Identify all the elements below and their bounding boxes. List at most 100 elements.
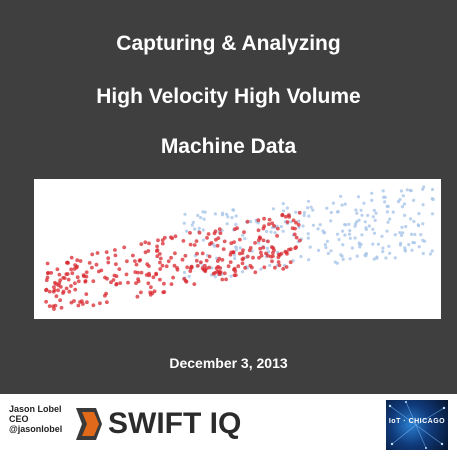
red-point bbox=[218, 270, 223, 274]
blue-point bbox=[388, 251, 392, 255]
red-point bbox=[231, 250, 236, 255]
blue-point bbox=[294, 210, 298, 214]
red-point bbox=[58, 278, 63, 283]
red-point bbox=[106, 256, 111, 261]
red-point bbox=[215, 269, 220, 274]
badge-network-graphic bbox=[388, 401, 446, 449]
red-point bbox=[232, 240, 237, 244]
red-point bbox=[158, 256, 163, 261]
blue-point bbox=[329, 210, 333, 215]
title-line-3: Machine Data bbox=[160, 135, 297, 158]
blue-point bbox=[339, 194, 343, 198]
red-point bbox=[262, 224, 267, 229]
red-point bbox=[47, 289, 52, 294]
blue-point bbox=[370, 191, 374, 195]
red-point bbox=[226, 264, 231, 269]
blue-point bbox=[385, 204, 389, 208]
red-point bbox=[126, 280, 130, 285]
red-point bbox=[236, 264, 241, 269]
blue-point bbox=[225, 212, 229, 216]
red-point bbox=[241, 256, 246, 261]
blue-point bbox=[393, 233, 397, 237]
blue-point bbox=[417, 245, 421, 249]
blue-point bbox=[329, 249, 333, 253]
red-point bbox=[170, 236, 175, 241]
blue-point bbox=[355, 254, 359, 258]
blue-point bbox=[331, 201, 335, 205]
blue-point bbox=[311, 223, 315, 227]
red-point bbox=[270, 245, 274, 249]
blue-point bbox=[234, 214, 238, 218]
red-point bbox=[69, 267, 73, 272]
blue-point bbox=[362, 201, 366, 205]
blue-point bbox=[183, 212, 187, 216]
red-point bbox=[247, 248, 252, 253]
red-point bbox=[261, 238, 266, 243]
blue-point bbox=[185, 229, 189, 233]
red-point bbox=[292, 232, 297, 237]
blue-point bbox=[325, 206, 329, 210]
red-point bbox=[266, 239, 270, 244]
blue-point bbox=[353, 224, 357, 228]
red-point bbox=[53, 280, 57, 285]
blue-point bbox=[383, 195, 387, 199]
red-point bbox=[160, 241, 165, 246]
red-point bbox=[199, 260, 203, 265]
red-point bbox=[204, 258, 209, 263]
red-point bbox=[271, 254, 275, 259]
red-point bbox=[220, 277, 225, 282]
red-point bbox=[245, 219, 250, 224]
red-point bbox=[169, 282, 174, 286]
red-point bbox=[206, 232, 211, 236]
blue-point bbox=[306, 199, 311, 203]
red-point bbox=[131, 253, 135, 258]
blue-point bbox=[213, 275, 217, 279]
red-point bbox=[160, 238, 165, 242]
blue-point bbox=[430, 249, 434, 253]
red-point bbox=[217, 227, 222, 232]
red-point bbox=[256, 218, 261, 223]
red-point bbox=[114, 282, 119, 286]
red-point bbox=[156, 238, 160, 243]
red-point bbox=[91, 279, 96, 284]
red-point bbox=[76, 279, 81, 284]
blue-point bbox=[234, 245, 238, 249]
blue-point bbox=[339, 253, 343, 257]
footer-bar: Jason Lobel CEO @jasonlobel SWIFT IQ bbox=[0, 394, 457, 457]
red-point bbox=[124, 272, 129, 277]
blue-point bbox=[430, 212, 435, 216]
red-point bbox=[145, 262, 150, 267]
red-point bbox=[151, 275, 156, 280]
blue-point bbox=[343, 202, 347, 206]
blue-point bbox=[373, 218, 377, 222]
red-point bbox=[84, 270, 89, 275]
red-point bbox=[78, 259, 83, 263]
blue-point bbox=[404, 224, 408, 229]
red-point bbox=[73, 287, 78, 292]
red-point bbox=[82, 274, 86, 279]
red-point bbox=[291, 218, 296, 223]
red-point bbox=[194, 258, 199, 263]
blue-point bbox=[371, 242, 375, 246]
blue-point bbox=[190, 223, 194, 227]
blue-point bbox=[182, 270, 186, 275]
red-point bbox=[87, 261, 92, 265]
red-point bbox=[103, 275, 107, 280]
red-point bbox=[228, 260, 233, 264]
red-point bbox=[146, 249, 151, 253]
red-point bbox=[146, 281, 151, 286]
red-point bbox=[73, 281, 77, 286]
blue-point bbox=[407, 243, 411, 247]
red-point bbox=[188, 231, 192, 235]
blue-point bbox=[230, 216, 234, 220]
blue-point bbox=[311, 208, 315, 212]
blue-point bbox=[193, 227, 197, 231]
red-point bbox=[258, 236, 263, 240]
red-point bbox=[149, 285, 153, 290]
blue-point bbox=[233, 253, 237, 257]
red-point bbox=[192, 282, 197, 286]
red-point bbox=[253, 270, 258, 275]
blue-point bbox=[318, 223, 322, 227]
red-point bbox=[148, 290, 153, 295]
red-point bbox=[284, 265, 289, 269]
